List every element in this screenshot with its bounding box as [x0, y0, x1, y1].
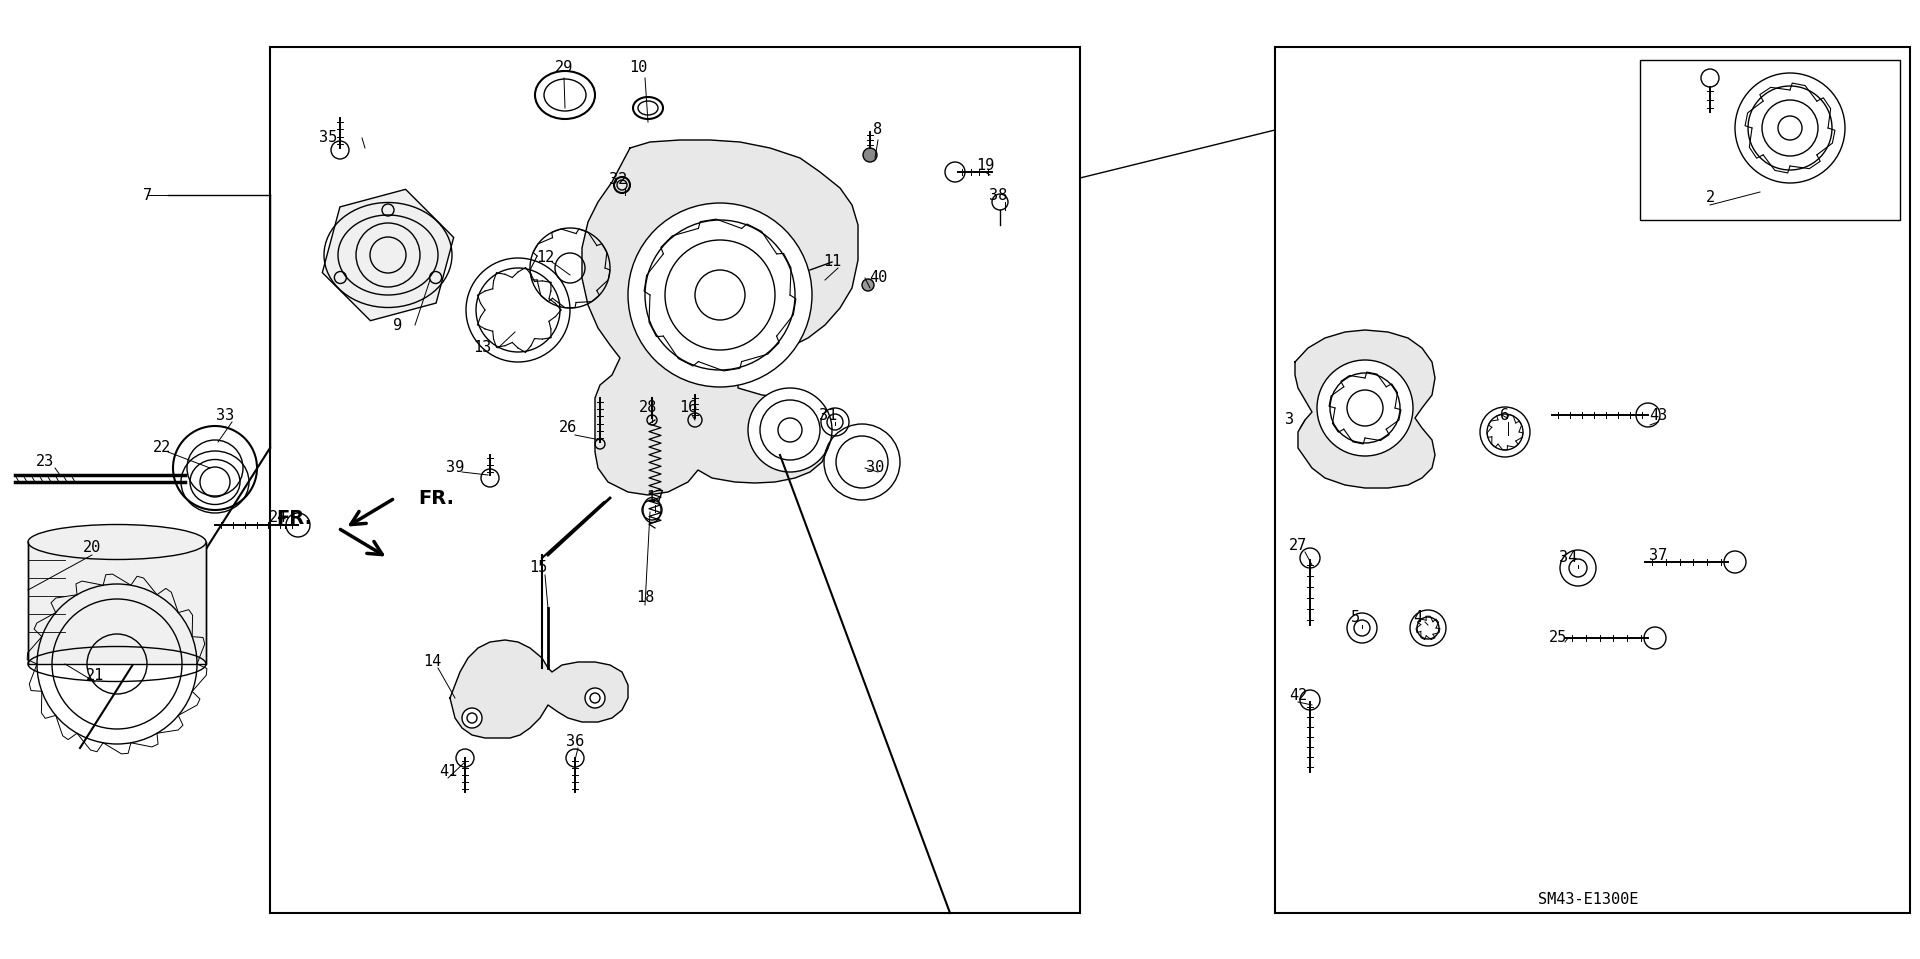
Circle shape	[749, 388, 831, 472]
Text: 43: 43	[1649, 408, 1667, 423]
Text: 31: 31	[818, 408, 837, 423]
Text: 30: 30	[866, 460, 883, 476]
Text: 11: 11	[824, 254, 841, 269]
Text: 23: 23	[36, 455, 54, 470]
Text: 33: 33	[215, 408, 234, 423]
Text: 10: 10	[630, 60, 647, 76]
Text: 12: 12	[536, 250, 555, 266]
Text: 16: 16	[680, 401, 697, 415]
Text: 29: 29	[555, 60, 574, 76]
Text: 5: 5	[1350, 611, 1359, 625]
Text: 19: 19	[975, 157, 995, 173]
Text: 21: 21	[86, 667, 104, 683]
Bar	[29, 542, 205, 664]
Text: 25: 25	[1549, 630, 1567, 645]
Text: SM43-E1300E: SM43-E1300E	[1538, 893, 1638, 907]
Text: 15: 15	[528, 560, 547, 575]
Text: 28: 28	[639, 401, 657, 415]
Circle shape	[628, 203, 812, 387]
Text: 6: 6	[1500, 408, 1509, 423]
Text: 36: 36	[566, 735, 584, 750]
Text: 8: 8	[874, 123, 883, 137]
Ellipse shape	[29, 525, 205, 559]
Text: 3: 3	[1284, 412, 1294, 428]
Text: 14: 14	[422, 654, 442, 669]
Polygon shape	[449, 640, 628, 738]
Bar	[1275, 47, 1910, 913]
Text: 37: 37	[1649, 548, 1667, 563]
Bar	[271, 47, 1079, 913]
Text: FR.: FR.	[276, 508, 311, 527]
Bar	[1640, 60, 1901, 220]
Polygon shape	[1294, 330, 1434, 488]
Text: 17: 17	[645, 490, 664, 505]
Text: 2: 2	[1705, 191, 1715, 205]
Circle shape	[862, 148, 877, 162]
Text: 38: 38	[989, 188, 1008, 202]
Text: 34: 34	[1559, 550, 1576, 566]
Text: 13: 13	[472, 340, 492, 356]
Text: 4: 4	[1413, 611, 1423, 625]
Text: FR.: FR.	[419, 488, 453, 507]
Text: 22: 22	[154, 440, 171, 456]
Text: 9: 9	[394, 317, 403, 333]
Polygon shape	[582, 140, 858, 495]
Circle shape	[862, 279, 874, 291]
Text: 27: 27	[1288, 537, 1308, 552]
Text: 41: 41	[440, 764, 457, 780]
Circle shape	[463, 708, 482, 728]
Text: 42: 42	[1288, 688, 1308, 703]
Text: 26: 26	[559, 420, 578, 435]
Text: 20: 20	[83, 541, 102, 555]
Text: 24: 24	[269, 510, 288, 526]
Text: 40: 40	[870, 270, 887, 286]
Text: 7: 7	[144, 188, 152, 202]
Text: 32: 32	[609, 173, 628, 188]
Text: 39: 39	[445, 460, 465, 476]
Circle shape	[1317, 360, 1413, 456]
Polygon shape	[323, 189, 453, 320]
Circle shape	[1736, 73, 1845, 183]
Text: 18: 18	[636, 591, 655, 605]
Circle shape	[586, 688, 605, 708]
Text: 35: 35	[319, 130, 338, 146]
